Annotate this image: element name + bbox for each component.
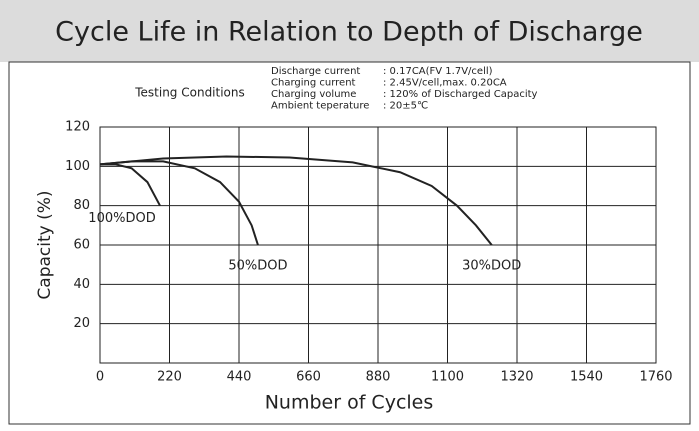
condition-value: : 0.17CA(FV 1.7V/cell) (383, 66, 493, 77)
title-bar (0, 0, 699, 62)
x-tick-label: 660 (296, 370, 321, 385)
condition-value: : 2.45V/cell,max. 0.20CA (383, 78, 507, 89)
condition-name: Ambient teperature (271, 101, 369, 112)
x-tick-label: 880 (366, 370, 391, 385)
series-label: 100%DOD (88, 211, 155, 226)
x-tick-label: 1100 (431, 370, 464, 385)
y-tick-label: 120 (65, 120, 90, 135)
condition-value: : 20±5℃ (383, 101, 428, 112)
x-tick-label: 1320 (500, 370, 533, 385)
line (100, 163, 161, 207)
series-label: 30%DOD (462, 259, 521, 274)
y-tick-label: 80 (73, 198, 90, 213)
y-axis-label: Capacity (%) (35, 190, 55, 299)
line (99, 155, 493, 246)
x-tick-label: 440 (227, 370, 252, 385)
conditions-title: Testing Conditions (134, 86, 245, 100)
y-tick-label: 40 (73, 277, 90, 292)
x-tick-label: 1540 (570, 370, 603, 385)
x-tick-label: 1760 (639, 370, 672, 385)
series-label: 50%DOD (228, 259, 287, 274)
condition-value: : 120% of Discharged Capacity (383, 89, 538, 100)
y-tick-label: 100 (65, 159, 90, 174)
x-axis-label: Number of Cycles (265, 392, 434, 414)
y-tick-label: 20 (73, 316, 90, 331)
condition-name: Charging current (271, 78, 356, 89)
chart-title: Cycle Life in Relation to Depth of Disch… (55, 17, 643, 48)
y-tick-label: 60 (73, 238, 90, 253)
x-tick-label: 220 (157, 370, 182, 385)
condition-name: Discharge current (271, 66, 360, 77)
x-tick-label: 0 (96, 370, 104, 385)
line (99, 160, 259, 246)
frame (8, 61, 691, 425)
condition-name: Charging volume (271, 89, 356, 100)
